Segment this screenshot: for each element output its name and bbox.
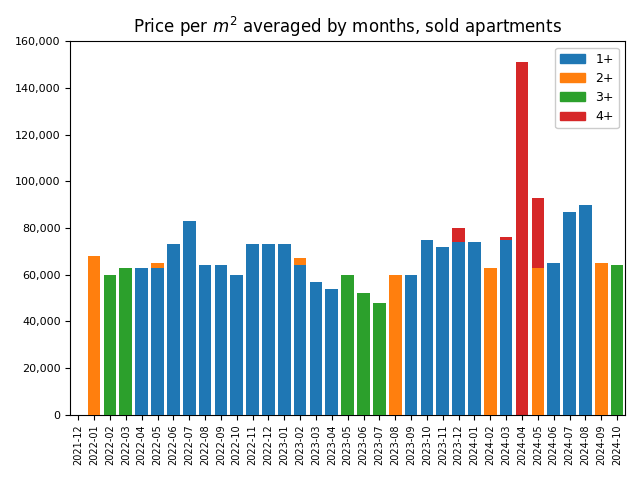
Bar [135,268,148,415]
Bar [531,198,544,415]
Title: Price per $m^2$ averaged by months, sold apartments: Price per $m^2$ averaged by months, sold… [133,15,562,39]
Bar [563,212,576,415]
Bar [373,302,386,415]
Bar [262,244,275,415]
Bar [452,284,465,415]
Bar [452,270,465,415]
Bar [500,237,513,415]
Bar [183,221,196,415]
Bar [262,296,275,415]
Bar [246,244,259,415]
Bar [436,247,449,415]
Bar [389,321,401,415]
Bar [404,275,417,415]
Bar [468,268,481,415]
Bar [500,284,513,415]
Bar [230,291,243,415]
Bar [198,270,211,415]
Bar [404,284,417,415]
Bar [468,242,481,415]
Bar [420,247,433,415]
Bar [326,291,338,415]
Bar [198,265,211,415]
Bar [294,265,307,415]
Bar [579,268,592,415]
Bar [310,282,323,415]
Bar [468,242,481,415]
Bar [167,268,180,415]
Bar [104,275,116,415]
Bar [595,265,607,415]
Bar [563,268,576,415]
Bar [547,263,560,415]
Bar [262,293,275,415]
Bar [484,268,497,415]
Bar [341,275,354,415]
Bar [484,333,497,415]
Bar [547,268,560,415]
Bar [167,263,180,415]
Bar [262,263,275,415]
Bar [120,268,132,415]
Bar [531,288,544,415]
Bar [151,263,164,415]
Bar [230,275,243,415]
Bar [500,240,513,415]
Bar [468,270,481,415]
Bar [167,244,180,415]
Bar [389,275,401,415]
Bar [452,228,465,415]
Bar [547,286,560,415]
Bar [563,263,576,415]
Bar [278,296,291,415]
Bar [230,275,243,415]
Bar [326,288,338,415]
Bar [214,291,227,415]
Bar [326,291,338,415]
Bar [436,247,449,415]
Bar [151,268,164,415]
Bar [595,263,607,415]
Bar [294,258,307,415]
Bar [579,204,592,415]
Bar [88,256,100,415]
Bar [611,265,623,415]
Bar [389,293,401,415]
Bar [278,293,291,415]
Bar [611,265,623,415]
Bar [246,279,259,415]
Bar [310,282,323,415]
Bar [420,284,433,415]
Bar [294,296,307,415]
Bar [183,228,196,415]
Bar [183,228,196,415]
Bar [547,268,560,415]
Bar [278,244,291,415]
Legend: 1+, 2+, 3+, 4+: 1+, 2+, 3+, 4+ [556,48,619,129]
Bar [531,268,544,415]
Bar [357,293,370,415]
Bar [246,291,259,415]
Bar [595,263,607,415]
Bar [404,284,417,415]
Bar [214,265,227,415]
Bar [484,286,497,415]
Bar [135,268,148,415]
Bar [436,247,449,415]
Bar [373,302,386,415]
Bar [151,270,164,415]
Bar [420,240,433,415]
Bar [516,62,529,415]
Bar [452,242,465,415]
Bar [579,263,592,415]
Bar [294,296,307,415]
Bar [214,279,227,415]
